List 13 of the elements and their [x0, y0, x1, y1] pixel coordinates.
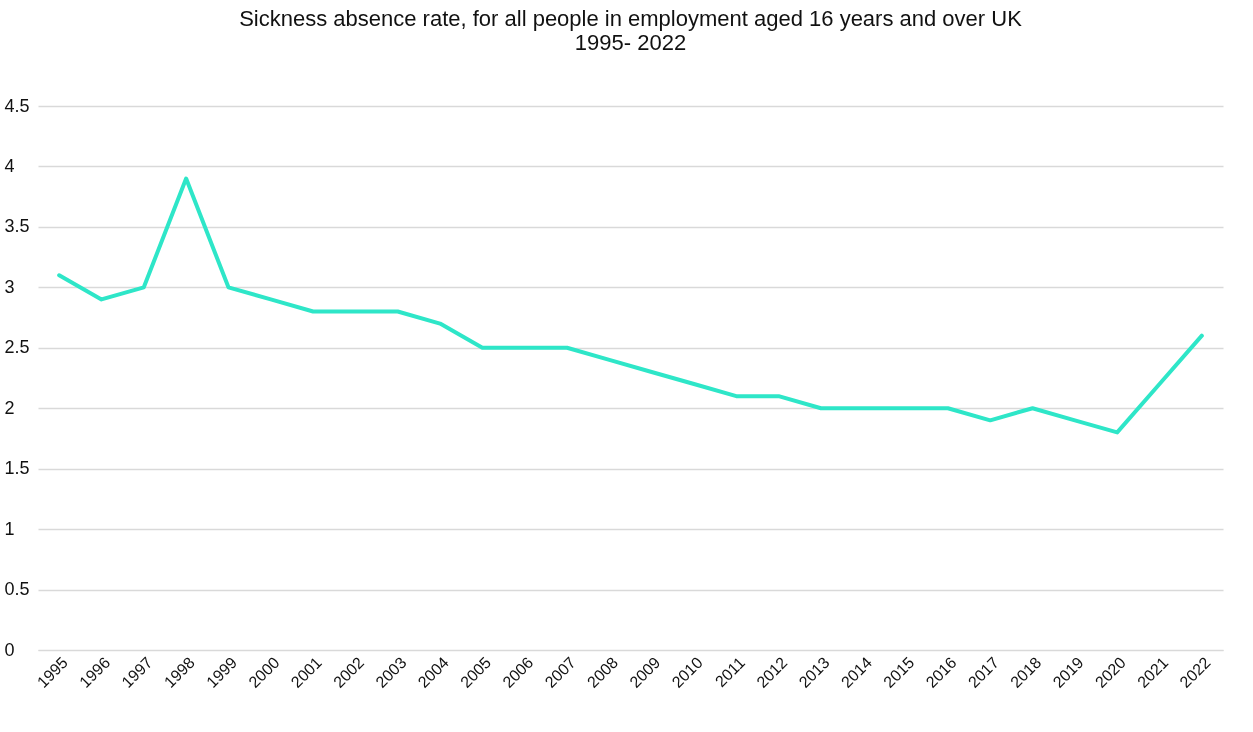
y-tick-label: 2.5 — [4, 337, 30, 358]
y-tick-label: 1 — [4, 518, 15, 539]
y-tick-label: 1.5 — [4, 458, 30, 479]
y-tick-label: 0.5 — [4, 579, 30, 600]
chart-subtitle: 1995- 2022 — [574, 30, 687, 55]
y-tick-label: 3.5 — [4, 216, 30, 237]
chart-title: Sickness absence rate, for all people in employment aged 16 years and over UK — [239, 6, 1023, 31]
y-tick-label: 0 — [4, 639, 15, 660]
line-series — [57, 176, 1204, 435]
y-tick-label: 3 — [4, 276, 15, 297]
y-tick-label: 2 — [4, 397, 15, 418]
y-tick-label: 4.5 — [4, 95, 30, 116]
y-tick-label: 4 — [4, 155, 15, 176]
